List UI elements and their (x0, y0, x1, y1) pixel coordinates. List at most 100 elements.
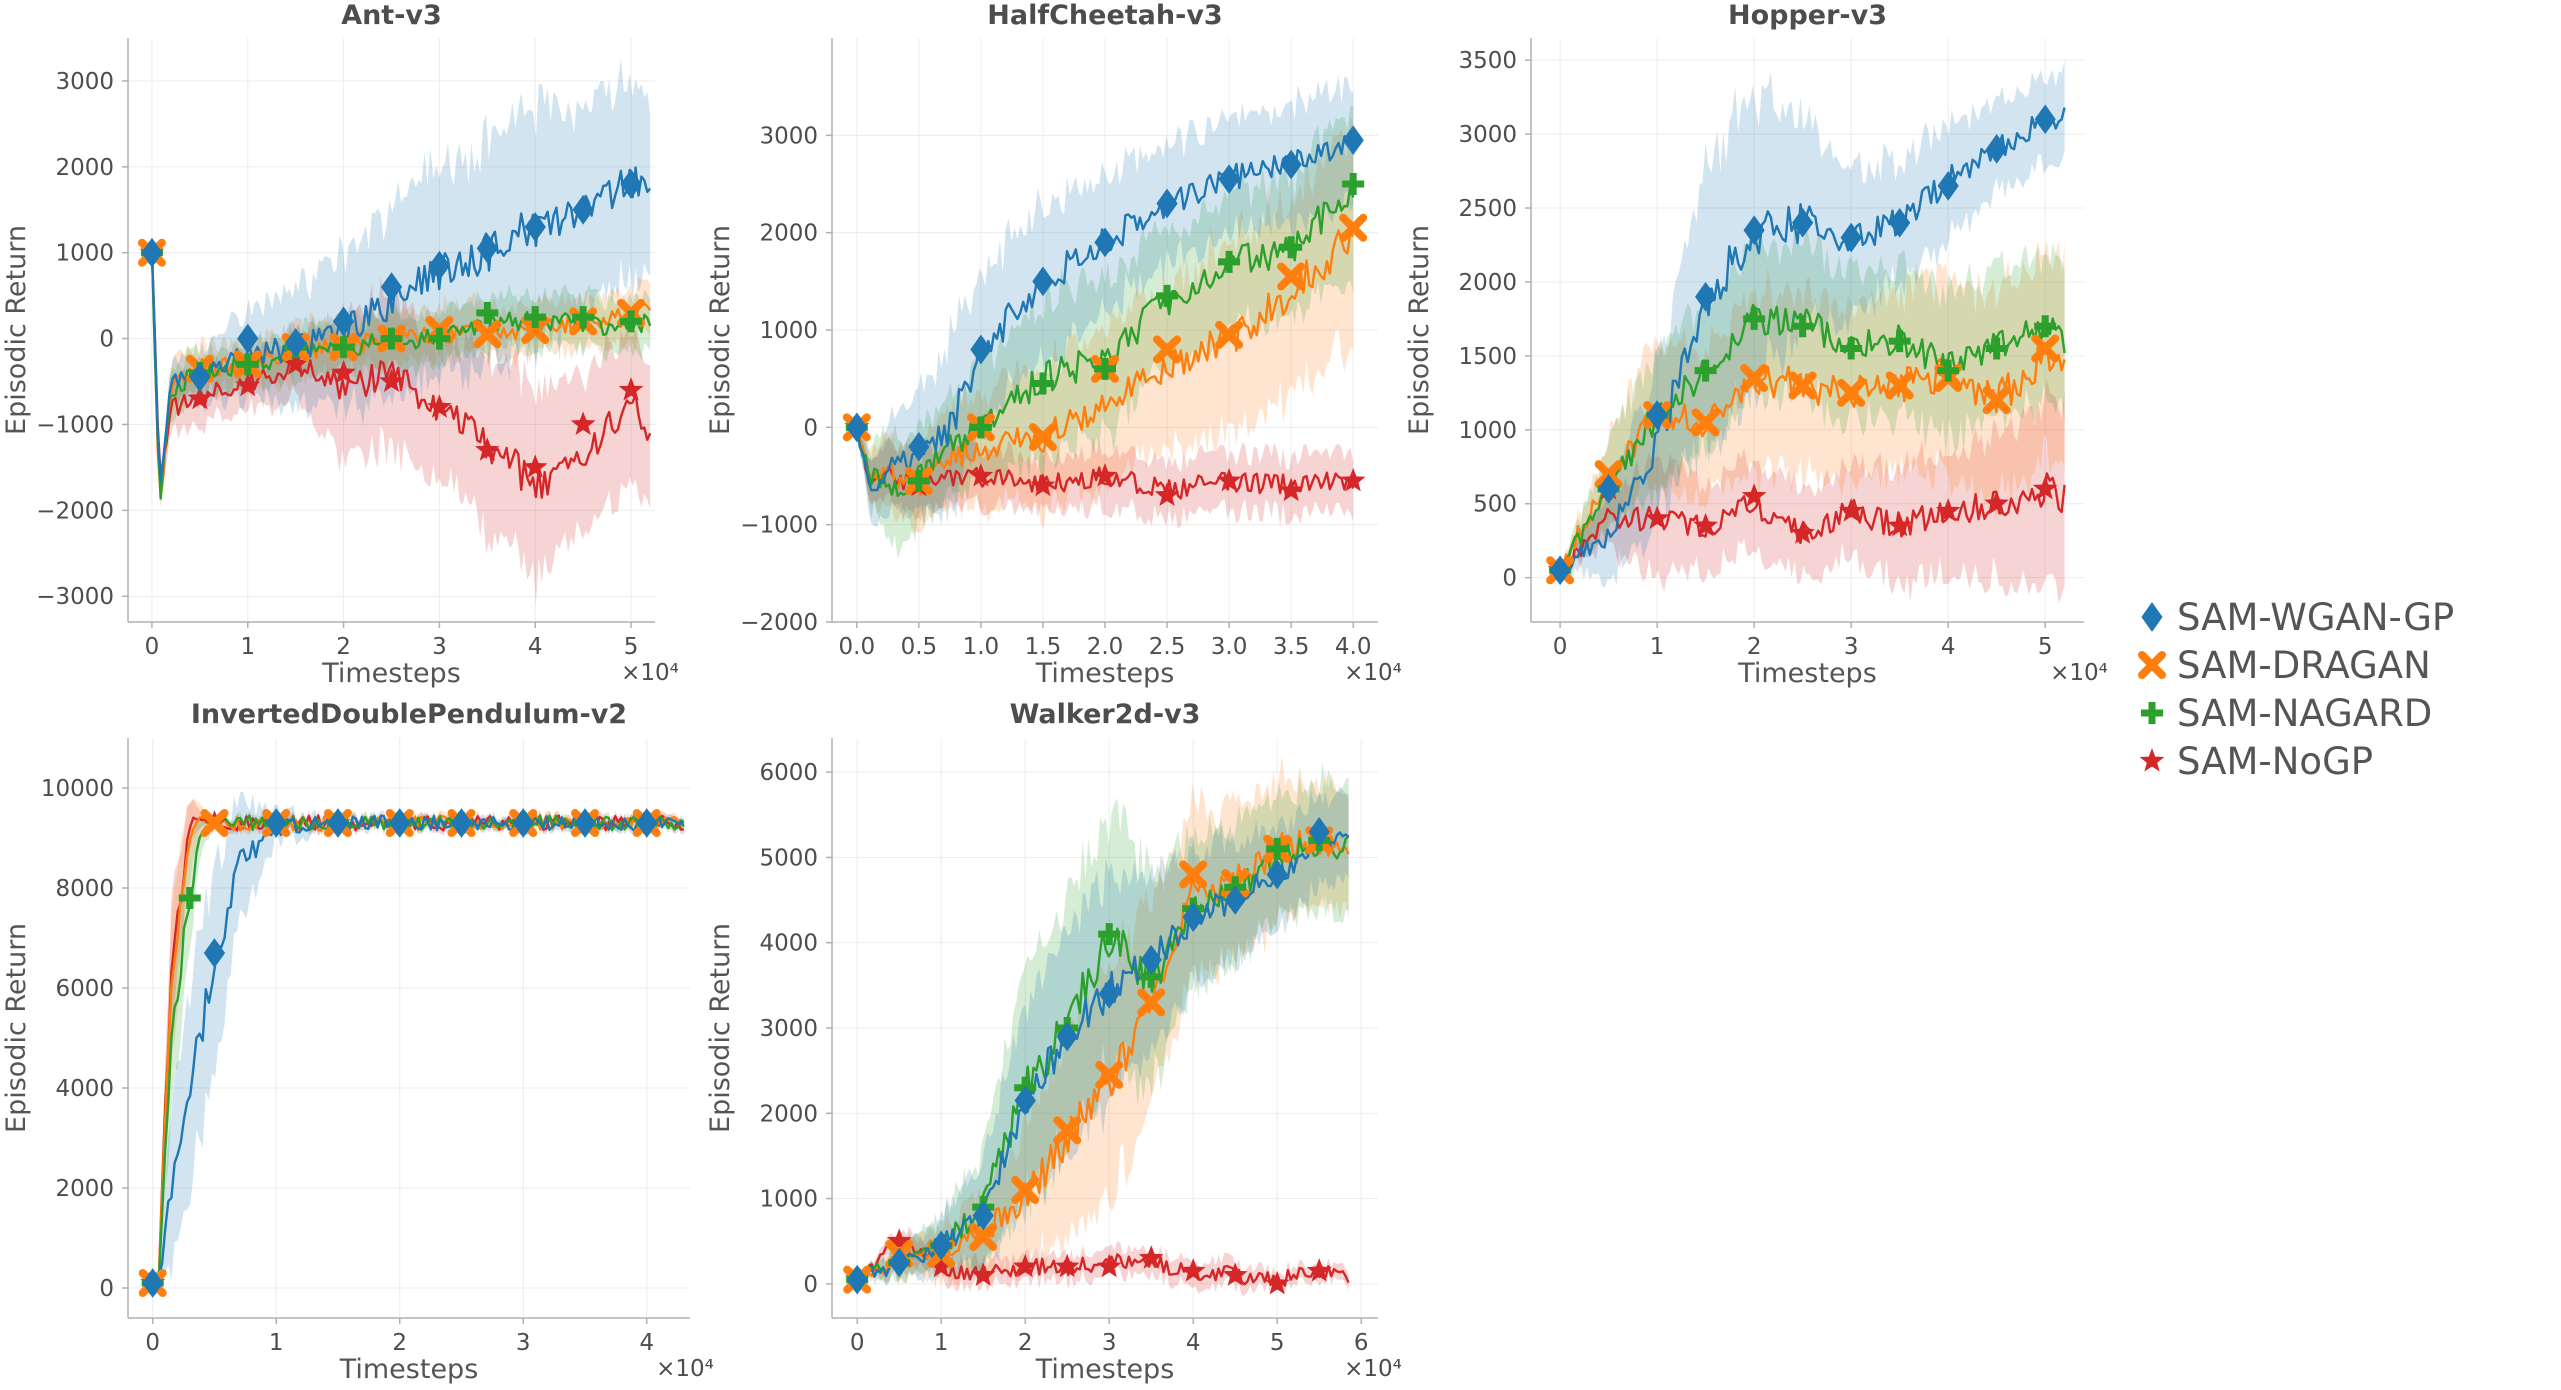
marker-wgan (389, 808, 411, 838)
marker-wgan (1156, 188, 1178, 219)
marker-nagard (1094, 357, 1116, 380)
marker-nagard (1266, 837, 1289, 860)
marker-nogp (1092, 463, 1118, 487)
panel-3: 0 1 2 3 4 5 0 500 1000 1500 2000 2500 3000 3500 Hopper… (1404, 0, 2108, 689)
x-tick-label: 0 (1553, 634, 1568, 660)
legend-marker-nagard (2141, 702, 2163, 724)
line-wgan (152, 814, 685, 1285)
marker-nogp (968, 463, 994, 487)
marker-wgan (1889, 207, 1911, 238)
marker-wgan (1937, 170, 1959, 201)
band-nogp (152, 252, 651, 605)
x-axis-label: Timesteps (321, 658, 461, 689)
marker-nagard (1280, 236, 1303, 259)
marker-nogp (1264, 1270, 1290, 1295)
marker-nogp (1984, 490, 2009, 515)
y-tick-label: 0 (803, 1272, 818, 1298)
x-tick-label: 1.5 (1025, 634, 1062, 660)
y-tick-label: −2000 (36, 498, 114, 524)
marker-nogp (475, 437, 500, 461)
x-tick-label: 2 (392, 1330, 407, 1356)
marker-wgan (1743, 215, 1765, 246)
marker-dragan (1740, 364, 1769, 393)
chart-title: InvertedDoublePendulum-v2 (191, 699, 627, 730)
x-tick-label: 6 (1354, 1330, 1369, 1356)
x-tick-label: 3 (516, 1330, 531, 1356)
y-tick-label: 0 (803, 415, 818, 441)
y-axis-label: Episodic Return (1, 225, 32, 435)
marker-nogp (1278, 477, 1304, 502)
marker-wgan (846, 1264, 868, 1295)
marker-nagard (178, 887, 201, 909)
y-axis-label: Episodic Return (705, 923, 736, 1133)
marker-nogp (1030, 472, 1056, 497)
x-tick-label: 5 (1270, 1330, 1285, 1356)
y-tick-label: 3000 (759, 123, 818, 149)
marker-nogp (1741, 483, 1767, 507)
panel-2: 0.0 0.5 1.0 1.5 2.0 2.5 3.0 3.5 4.0 −2000 −1000 0 10… (705, 0, 1402, 689)
x-axis-label: Timesteps (1035, 1354, 1175, 1385)
marker-nogp (886, 1228, 912, 1252)
y-tick-label: −1000 (740, 513, 818, 539)
y-tick-label: −1000 (36, 412, 114, 438)
marker-dragan (1691, 408, 1720, 437)
marker-nogp (283, 351, 308, 375)
marker-dragan (1153, 335, 1182, 364)
legend-item-nagard: SAM-NAGARD (2141, 692, 2432, 735)
x-multiplier: ×10⁴ (1344, 660, 1402, 686)
marker-dragan (200, 809, 229, 837)
marker-wgan (972, 1200, 994, 1231)
marker-wgan (1280, 149, 1302, 180)
y-tick-label: 6000 (759, 760, 818, 786)
x-tick-label: 2.5 (1149, 634, 1186, 660)
marker-nogp (1222, 1262, 1248, 1286)
x-tick-label: 3.5 (1273, 634, 1310, 660)
y-tick-label: 2500 (1458, 196, 1517, 222)
legend-marker-wgan (2141, 602, 2163, 632)
marker-nagard (1743, 307, 1766, 330)
marker-wgan (1597, 474, 1620, 504)
marker-nogp (618, 377, 644, 401)
x-tick-label: 4 (1186, 1330, 1201, 1356)
marker-wgan (237, 323, 259, 354)
y-tick-label: 2000 (1458, 270, 1517, 296)
line-nogp (1559, 472, 2066, 574)
x-tick-label: 3 (1102, 1330, 1117, 1356)
x-multiplier: ×10⁴ (656, 1356, 714, 1382)
x-tick-label: 3.0 (1211, 634, 1248, 660)
line-dragan (1559, 343, 2066, 572)
marker-nagard (380, 327, 403, 350)
marker-dragan (1982, 386, 2011, 415)
legend-label-dragan: SAM-DRAGAN (2177, 644, 2431, 687)
x-tick-label: 2 (1747, 634, 1762, 660)
x-tick-label: 5 (2038, 634, 2053, 660)
marker-nogp (1054, 1253, 1080, 1278)
marker-wgan (572, 194, 594, 225)
marker-nogp (187, 385, 213, 410)
marker-nagard (1031, 372, 1054, 395)
legend-item-nogp: SAM-NoGP (2139, 740, 2373, 783)
marker-nogp (2032, 475, 2058, 500)
legend-item-wgan: SAM-WGAN-GP (2141, 596, 2454, 639)
marker-nogp (331, 359, 356, 384)
marker-nagard (907, 469, 930, 492)
marker-nogp (1180, 1258, 1206, 1282)
marker-nogp (1644, 505, 1670, 529)
marker-wgan (574, 808, 596, 838)
marker-wgan (846, 412, 868, 443)
chart-title: HalfCheetah-v3 (987, 0, 1222, 31)
marker-wgan (1140, 944, 1162, 975)
y-axis-label: Episodic Return (705, 225, 736, 435)
marker-dragan (1788, 371, 1817, 400)
marker-dragan (1095, 1060, 1124, 1089)
line-nogp (150, 252, 652, 499)
x-axis-label: Timesteps (339, 1354, 479, 1385)
y-tick-label: 0 (99, 327, 114, 353)
y-tick-label: 500 (1473, 492, 1517, 518)
marker-dragan (473, 320, 502, 349)
y-tick-label: 3000 (1458, 122, 1517, 148)
marker-nagard (1840, 337, 1863, 360)
y-tick-label: 4000 (55, 1076, 114, 1102)
y-tick-label: 3000 (55, 69, 114, 95)
line-nogp (855, 427, 1355, 500)
